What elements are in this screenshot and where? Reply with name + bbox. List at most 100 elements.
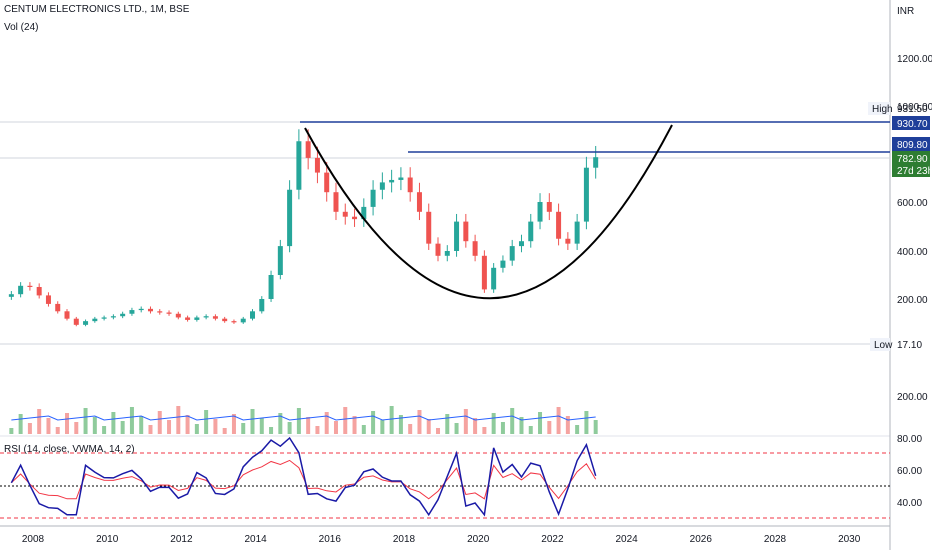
volume-bar (176, 406, 181, 434)
candle (277, 239, 283, 280)
candle-body (101, 317, 107, 319)
volume-bar (129, 407, 134, 434)
candle-body (389, 179, 395, 183)
candle (398, 167, 404, 191)
volume-bar (565, 416, 570, 434)
candle (110, 314, 116, 320)
candle (147, 306, 153, 314)
candle-body (537, 202, 543, 222)
volume-bar (46, 418, 51, 434)
candle-body (92, 318, 98, 322)
candle (416, 182, 422, 221)
candle-body (147, 308, 153, 312)
resistance-tag-2: 809.80 (897, 140, 928, 151)
volume-bar (278, 413, 283, 434)
candle (166, 310, 172, 316)
volume-bar (148, 425, 153, 434)
price-tick-label: 1000.00 (897, 102, 932, 113)
time-tick-label: 2016 (319, 534, 342, 545)
candle-body (73, 318, 79, 325)
countdown-tag: 27d 23h (897, 166, 932, 177)
candle (305, 129, 311, 170)
candle (518, 234, 524, 253)
time-tick-label: 2026 (690, 534, 713, 545)
resistance-tag-2-box (892, 137, 930, 151)
volume-bar (204, 410, 209, 434)
candle-body (64, 311, 70, 319)
volume-bar (231, 414, 236, 434)
volume-bar (27, 423, 32, 434)
volume-bar (222, 428, 227, 434)
candle-body (277, 246, 283, 275)
candle-body (222, 318, 228, 322)
candle (379, 172, 385, 200)
candle (185, 315, 191, 322)
low-value: 17.10 (897, 340, 922, 351)
rsi-legend: RSI (14, close, VWMA, 14, 2) (4, 444, 135, 455)
candle (361, 198, 367, 227)
candle-body (491, 267, 497, 290)
resistance-tag-1-box (892, 116, 930, 130)
volume-bar (37, 409, 42, 434)
volume-bar (519, 417, 524, 434)
candle (240, 316, 246, 324)
volume-bar (445, 414, 450, 434)
rsi-line (10, 436, 597, 517)
candle (352, 208, 358, 227)
resistance-tag-1: 930.70 (897, 119, 928, 130)
candle-body (194, 317, 200, 320)
candle (314, 146, 320, 184)
low-label-box (870, 338, 890, 351)
price-tick-label: 1200.00 (897, 54, 932, 65)
candle-body (129, 310, 135, 314)
candle-body (463, 221, 469, 242)
candle (138, 306, 144, 313)
candle-body (166, 312, 172, 314)
volume-bar (371, 411, 376, 434)
candle (194, 315, 200, 322)
time-tick-label: 2012 (170, 534, 193, 545)
volume-bar (408, 424, 413, 434)
time-tick-label: 2022 (541, 534, 564, 545)
candle (454, 213, 460, 257)
volume-bar (92, 417, 97, 434)
volume-bar (538, 412, 543, 434)
candle (18, 282, 24, 298)
volume-ma-line (11, 415, 596, 421)
volume-bar (74, 422, 79, 434)
volume-bar (547, 421, 552, 434)
candle-body (565, 238, 571, 244)
volume-bar (269, 427, 274, 434)
candle (175, 311, 181, 320)
last-price-tag-box (892, 151, 930, 177)
candle-body (435, 243, 441, 256)
candle-body (314, 157, 320, 173)
volume-bar (157, 411, 162, 434)
candle-body (361, 206, 367, 220)
candle-body (426, 211, 432, 244)
candle (55, 301, 61, 314)
candle (120, 311, 126, 319)
candle-body (185, 317, 191, 320)
volume-bar (510, 408, 515, 434)
candle (481, 250, 487, 293)
candle-body (268, 275, 274, 299)
price-tick-label: 400.00 (897, 247, 928, 258)
volume-bar (324, 412, 329, 434)
candle-body (352, 216, 358, 220)
candle (370, 180, 376, 216)
time-tick-label: 2010 (96, 534, 119, 545)
high-value: 931.50 (897, 104, 928, 115)
last-price-tag: 782.90 (897, 154, 928, 165)
candle (333, 182, 339, 221)
candle-body (18, 285, 24, 295)
candle-body (556, 211, 562, 239)
candle (509, 239, 515, 266)
candle-body (55, 303, 61, 312)
candle (426, 203, 432, 250)
time-tick-label: 2018 (393, 534, 416, 545)
volume-bar (55, 427, 60, 434)
candle-body (379, 182, 385, 190)
candle (556, 203, 562, 246)
